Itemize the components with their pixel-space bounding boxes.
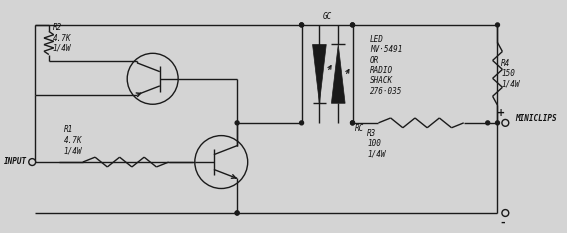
Circle shape: [235, 211, 239, 215]
Circle shape: [235, 121, 239, 125]
Circle shape: [235, 211, 239, 215]
Circle shape: [299, 23, 303, 27]
Text: R2
4.7K
1/4W: R2 4.7K 1/4W: [53, 23, 71, 53]
Circle shape: [496, 121, 500, 125]
Circle shape: [486, 121, 490, 125]
Text: RC: RC: [354, 124, 363, 133]
Circle shape: [299, 121, 303, 125]
Polygon shape: [312, 45, 326, 103]
Text: LED
MV·5491
OR
RADIO
SHACK
276·035: LED MV·5491 OR RADIO SHACK 276·035: [370, 35, 403, 96]
Text: INPUT: INPUT: [4, 157, 27, 166]
Polygon shape: [331, 45, 345, 103]
Text: +: +: [497, 108, 506, 118]
Circle shape: [502, 120, 509, 126]
Circle shape: [299, 23, 303, 27]
Text: -: -: [500, 218, 505, 228]
Circle shape: [29, 159, 36, 165]
Circle shape: [350, 121, 354, 125]
Text: MINICLIPS: MINICLIPS: [515, 114, 557, 123]
Text: R1
4.7K
1/4W: R1 4.7K 1/4W: [64, 125, 82, 155]
Circle shape: [502, 209, 509, 216]
Text: R3
100
1/4W: R3 100 1/4W: [367, 129, 386, 158]
Text: R4
150
1/4W: R4 150 1/4W: [501, 59, 520, 89]
Text: GC: GC: [323, 12, 332, 21]
Circle shape: [496, 23, 500, 27]
Circle shape: [350, 121, 354, 125]
Circle shape: [350, 23, 354, 27]
Circle shape: [350, 23, 354, 27]
